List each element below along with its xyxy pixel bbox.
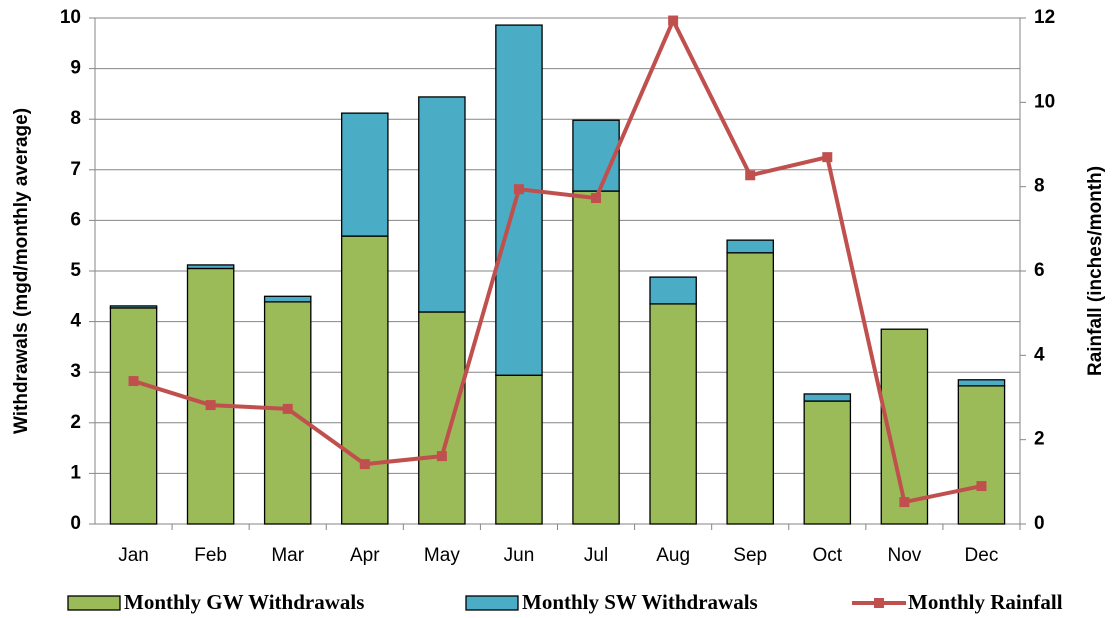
y2-tick-label: 6	[1034, 260, 1045, 281]
bar-segment	[572, 119, 620, 192]
x-tick-label: Aug	[656, 545, 690, 566]
y-axis-title: Withdrawals (mgd/monthly average)	[11, 108, 32, 434]
line-marker	[976, 481, 987, 492]
legend-label: Monthly Rainfall	[908, 590, 1063, 614]
y2-tick-label: 8	[1034, 176, 1045, 197]
bar-segment	[341, 112, 389, 237]
x-tick-label: Jul	[584, 545, 608, 566]
bar-segment	[341, 235, 389, 525]
legend-label: Monthly SW Withdrawals	[522, 590, 758, 614]
line-marker	[359, 459, 370, 470]
bar-segment	[726, 252, 774, 525]
x-tick-label: Mar	[271, 545, 304, 566]
bar-segment	[803, 393, 852, 402]
bar-segment	[649, 303, 697, 525]
x-tick-label: Dec	[965, 545, 999, 566]
y-tick-label: 9	[70, 58, 81, 79]
y-tick-label: 10	[60, 7, 81, 28]
bar-segment	[109, 305, 158, 309]
y2-axis-title: Rainfall (inches/month)	[1085, 166, 1106, 376]
y-tick-label: 6	[70, 209, 81, 230]
bar-segment	[957, 385, 1006, 525]
line-marker	[282, 403, 293, 414]
legend-swatch	[67, 595, 121, 611]
line-marker	[745, 170, 756, 181]
line-marker	[205, 400, 216, 411]
y-tick-label: 2	[70, 412, 81, 433]
y2-tick-label: 2	[1034, 429, 1045, 450]
bar-segment	[803, 400, 852, 525]
line-marker	[591, 193, 602, 204]
x-tick-label: Sep	[733, 545, 767, 566]
x-tick-label: Apr	[350, 545, 380, 566]
line	[132, 15, 982, 505]
bar-segment	[109, 307, 158, 525]
x-tick-label: Jun	[504, 545, 535, 566]
y-tick-label: 8	[70, 108, 81, 129]
x-tick-label: Feb	[194, 545, 227, 566]
y2-tick-label: 0	[1034, 513, 1045, 534]
bar-segment	[726, 239, 774, 254]
line-marker	[128, 376, 139, 387]
y-tick-label: 0	[70, 513, 81, 534]
bar-segment	[649, 276, 697, 305]
y-tick-label: 1	[70, 462, 81, 483]
bar-segment	[495, 374, 543, 525]
legend-label: Monthly GW Withdrawals	[124, 590, 364, 614]
line-marker	[899, 497, 910, 508]
x-tick-label: May	[424, 545, 460, 566]
y-tick-label: 3	[70, 361, 81, 382]
line-marker	[822, 152, 833, 163]
y-tick-label: 7	[70, 159, 81, 180]
bar-segment	[957, 379, 1006, 387]
bar-segment	[418, 311, 466, 525]
bar-segment	[572, 190, 620, 525]
legend-swatch	[874, 598, 884, 608]
legend-swatch	[465, 595, 519, 611]
bar-segment	[186, 267, 235, 525]
bar-segment	[495, 24, 543, 376]
bar-segment	[263, 295, 312, 303]
y-tick-label: 5	[70, 260, 81, 281]
line-marker	[436, 451, 447, 462]
bar-segment	[186, 264, 235, 270]
x-tick-label: Oct	[813, 545, 843, 566]
bar-segment	[418, 96, 466, 313]
x-tick-label: Jan	[118, 545, 149, 566]
y-tick-label: 4	[70, 311, 81, 332]
line-marker	[513, 184, 524, 195]
line-marker	[668, 15, 679, 26]
y2-tick-label: 12	[1034, 7, 1055, 28]
y2-tick-label: 4	[1034, 344, 1045, 365]
y2-tick-label: 10	[1034, 91, 1055, 112]
x-tick-label: Nov	[887, 545, 921, 566]
